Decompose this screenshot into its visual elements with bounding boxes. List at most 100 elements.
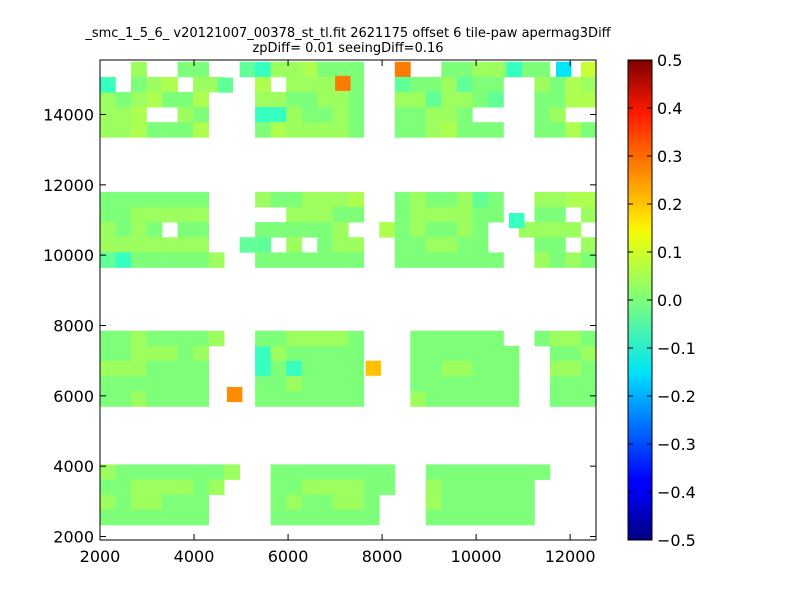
heatmap-cell: [177, 207, 194, 223]
heatmap-cell: [115, 361, 132, 377]
heatmap-cell: [162, 479, 178, 495]
heatmap-cell: [193, 222, 209, 238]
heatmap-cell: [410, 107, 427, 123]
heatmap-cell: [100, 479, 116, 495]
heatmap-cell: [270, 61, 287, 78]
heatmap-cell: [425, 107, 442, 123]
heatmap-cell: [534, 464, 551, 480]
heatmap-cell: [348, 92, 365, 108]
heatmap-cell: [286, 191, 303, 208]
heatmap-cell: [146, 509, 163, 526]
x-axis: 2000 4000 6000 8000 10000 12000: [80, 60, 596, 566]
heatmap-cell: [100, 107, 116, 123]
heatmap-cell: [472, 494, 489, 511]
heatmap-cell: [301, 494, 318, 511]
heatmap-cell: [146, 330, 163, 347]
heatmap-cell: [255, 92, 271, 108]
heatmap-cell: [115, 330, 132, 347]
heatmap-cell: [286, 222, 303, 238]
heatmap-cell: [472, 361, 489, 377]
heatmap-cell: [456, 122, 473, 138]
heatmap-cell: [472, 509, 489, 526]
heatmap-cell: [581, 391, 597, 407]
heatmap-cell: [394, 61, 411, 78]
heatmap-cell: [503, 376, 520, 392]
heatmap-cell: [425, 509, 442, 526]
y-tick-label: 14000: [43, 106, 94, 125]
heatmap-cell: [193, 464, 209, 480]
heatmap-cell: [177, 330, 194, 347]
heatmap-cell: [270, 361, 287, 377]
heatmap-cell: [581, 207, 597, 223]
colorbar-tick-label: 0.2: [657, 195, 682, 214]
heatmap-cell: [487, 76, 504, 93]
heatmap-cell: [162, 391, 178, 407]
heatmap-cell: [472, 222, 489, 238]
heatmap-cell: [177, 345, 194, 362]
heatmap-cell: [487, 361, 504, 377]
heatmap-cell: [301, 222, 318, 238]
heatmap-cell: [441, 376, 458, 392]
heatmap-cell: [518, 479, 535, 495]
heatmap-cell: [100, 509, 116, 526]
heatmap-cell: [115, 92, 132, 108]
heatmap-cell: [255, 330, 271, 347]
heatmap-cell: [425, 479, 442, 495]
heatmap-cell: [131, 222, 147, 238]
heatmap-cell: [270, 494, 287, 511]
colorbar-tick-label: 0.4: [657, 99, 682, 118]
heatmap-cell: [456, 222, 473, 238]
heatmap-cell: [379, 222, 396, 238]
heatmap-cell: [487, 252, 504, 268]
heatmap-cell: [348, 237, 365, 253]
heatmap-cell: [100, 345, 116, 362]
heatmap-cell: [581, 76, 597, 93]
heatmap-cell: [425, 191, 442, 208]
heatmap-cell: [255, 237, 271, 253]
x-tick-label: 4000: [174, 547, 215, 566]
heatmap-cell: [146, 191, 163, 208]
heatmap-cell: [581, 330, 597, 347]
heatmap-cell: [301, 122, 318, 138]
heatmap-cell: [472, 207, 489, 223]
heatmap-cell: [456, 237, 473, 253]
heatmap-cell: [270, 330, 287, 347]
heatmap-cell: [100, 376, 116, 392]
heatmap-cell: [565, 252, 582, 268]
heatmap-cell: [534, 237, 551, 253]
heatmap-cell: [348, 122, 365, 138]
heatmap-cell: [286, 391, 303, 407]
heatmap-cell: [100, 252, 116, 268]
heatmap-cell: [348, 107, 365, 123]
heatmap-cell: [115, 191, 132, 208]
heatmap-cell: [410, 237, 427, 253]
heatmap-cell: [487, 391, 504, 407]
heatmap-cell: [472, 237, 489, 253]
heatmap-cell: [348, 191, 365, 208]
heatmap-cells: [100, 61, 597, 526]
heatmap-cell: [146, 464, 163, 480]
heatmap-cell: [146, 237, 163, 253]
heatmap-cell: [193, 252, 209, 268]
heatmap-cell: [441, 509, 458, 526]
heatmap-cell: [317, 391, 334, 407]
heatmap-cell: [441, 361, 458, 377]
heatmap-cell: [472, 252, 489, 268]
heatmap-cell: [549, 252, 566, 268]
heatmap-cell: [487, 207, 504, 223]
heatmap-cell: [270, 509, 287, 526]
heatmap-cell: [255, 346, 271, 362]
heatmap-cell: [456, 494, 473, 511]
heatmap-cell: [581, 361, 597, 377]
heatmap-cell: [534, 122, 551, 138]
heatmap-cell: [332, 252, 349, 268]
heatmap-cell: [193, 237, 209, 253]
heatmap-cell: [410, 76, 427, 93]
heatmap-cell: [146, 391, 163, 407]
heatmap-cell: [193, 107, 209, 123]
heatmap-cell: [301, 252, 318, 268]
heatmap-cell: [472, 330, 489, 347]
heatmap-cell: [456, 464, 473, 480]
heatmap-cell: [270, 222, 287, 238]
heatmap-cell: [317, 76, 334, 93]
